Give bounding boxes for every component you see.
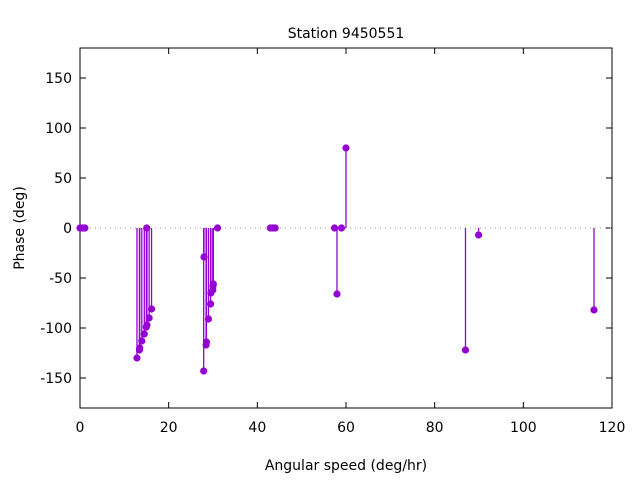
data-point (202, 338, 210, 346)
y-tick-label: 0 (63, 221, 72, 237)
data-point (140, 330, 148, 338)
x-tick-label: 80 (426, 420, 444, 436)
x-tick-label: 20 (160, 420, 178, 436)
x-axis-label: Angular speed (deg/hr) (265, 458, 427, 474)
data-point (145, 314, 153, 322)
data-point (204, 315, 213, 323)
data-point (590, 306, 598, 314)
data-point (333, 290, 341, 298)
data-point (207, 300, 215, 308)
y-tick-label: 50 (54, 171, 72, 187)
data-point (342, 144, 350, 152)
y-tick-label: -50 (49, 271, 72, 287)
data-point (81, 224, 89, 232)
y-tick-label: -100 (40, 321, 72, 337)
data-point (133, 354, 141, 362)
data-point (271, 224, 279, 232)
y-tick-label: 150 (45, 71, 72, 87)
data-point (136, 344, 144, 352)
x-tick-label: 120 (599, 420, 626, 436)
data-point (200, 367, 208, 375)
data-point (209, 280, 217, 288)
chart-title: Station 9450551 (288, 26, 405, 42)
axes: 0 20 40 60 80 100 120 -150 -100 -50 0 50 100 150 (40, 47, 626, 436)
data-point (213, 224, 222, 232)
data-point (337, 224, 346, 232)
x-tick-label: 60 (337, 420, 355, 436)
x-tick-label: 100 (510, 420, 537, 436)
data-point (143, 321, 151, 329)
y-axis-label: Phase (deg) (12, 186, 28, 270)
data-point (138, 337, 146, 345)
y-tick-label: 100 (45, 121, 72, 137)
data-marks (76, 144, 598, 375)
x-tick-label: 40 (248, 420, 266, 436)
x-tick-label: 0 (76, 420, 85, 436)
y-tick-label: -150 (40, 371, 72, 387)
data-point (147, 305, 156, 313)
data-point (461, 346, 470, 354)
data-point (474, 231, 483, 239)
